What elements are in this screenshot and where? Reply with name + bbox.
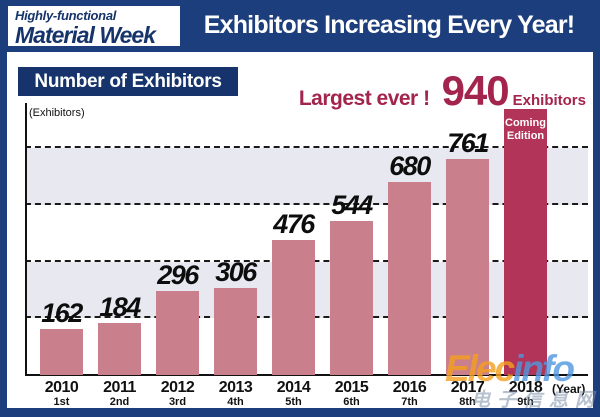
bar-value-2012: 296	[157, 260, 199, 291]
bar-value-2013: 306	[215, 257, 257, 288]
bar-2010	[40, 329, 83, 375]
x-label-year-2018: 2018	[508, 379, 543, 396]
x-label-edition-2010: 1st	[53, 396, 70, 408]
x-label-year-2014: 2014	[276, 379, 311, 396]
largest-ever-unit: Exhibitors	[512, 92, 586, 109]
brand-logo-line2: Material Week	[15, 21, 156, 48]
bar-2014	[272, 240, 315, 375]
watermark-info-text: info	[513, 348, 575, 389]
largest-ever-callout: Largest ever ! 940 Exhibitors	[299, 70, 586, 112]
top-banner: Highly-functional Material Week Exhibito…	[0, 0, 600, 52]
bar-2017	[446, 159, 489, 375]
largest-ever-value: 940	[441, 67, 510, 114]
x-label-year-2011: 2011	[103, 379, 136, 396]
x-label-edition-2014: 5th	[285, 396, 302, 408]
banner-headline: Exhibitors Increasing Every Year!	[203, 10, 575, 39]
bar-2016	[388, 182, 431, 375]
x-label-year-2016: 2016	[392, 379, 427, 396]
bar-value-2010: 162	[41, 298, 83, 329]
bar-value-2011: 184	[99, 291, 141, 322]
x-label-edition-2012: 3rd	[168, 396, 187, 408]
x-label-year-2010: 2010	[44, 379, 79, 396]
x-label-year-2012: 2012	[160, 379, 195, 396]
x-label-edition-2011: 2nd	[109, 396, 130, 408]
watermark-elec-text: Elec	[445, 348, 515, 389]
x-label-year-2017: 2017	[450, 379, 485, 396]
watermark-chinese-text: 电子信息网	[471, 390, 600, 411]
x-axis-line	[25, 374, 588, 376]
chart-title: Number of Exhibitors	[18, 67, 238, 96]
bar-value-2014: 476	[273, 209, 315, 240]
coming-edition-label: Coming Edition	[505, 116, 546, 142]
x-label-edition-2017: 8th	[459, 396, 476, 408]
bar-2018: Coming Edition	[504, 108, 547, 375]
chart-card: Number of Exhibitors Largest ever ! 940 …	[7, 52, 594, 411]
bar-value-2017: 761	[447, 128, 489, 159]
x-label-edition-2015: 6th	[343, 396, 360, 408]
grid-band	[25, 148, 588, 205]
bar-value-2015: 544	[331, 189, 373, 220]
watermark-elecinfo: Elecinfo	[445, 348, 575, 389]
x-label-year-2015: 2015	[334, 379, 369, 396]
y-axis-line	[25, 103, 27, 375]
brand-logo-line1: Highly-functional	[15, 8, 117, 23]
bar-2013	[214, 288, 257, 375]
bar-2011	[98, 322, 141, 375]
y-axis-unit-label: (Exhibitors)	[29, 107, 85, 119]
gridline	[25, 203, 588, 205]
x-label-edition-2016: 7th	[401, 396, 418, 408]
bar-2015	[330, 220, 373, 375]
x-label-year-2013: 2013	[218, 379, 253, 396]
plot-area: (Exhibitors) 162 184 296 306 476 544 680 761 Com…	[25, 103, 588, 376]
x-label-edition-2013: 4th	[227, 396, 244, 408]
x-axis-unit-label: (Year)	[552, 382, 586, 396]
largest-ever-label: Largest ever !	[298, 87, 430, 110]
bar-value-2016: 680	[389, 151, 431, 182]
gridline	[25, 146, 588, 149]
x-label-edition-2018: 9th	[517, 396, 534, 408]
x-axis-labels: 2010 1st 2011 2nd 2012 3rd 2013 4th 2014 5th 2015 6…	[25, 379, 588, 408]
brand-logo: Highly-functional Material Week	[8, 6, 180, 46]
bar-2012	[156, 291, 199, 375]
